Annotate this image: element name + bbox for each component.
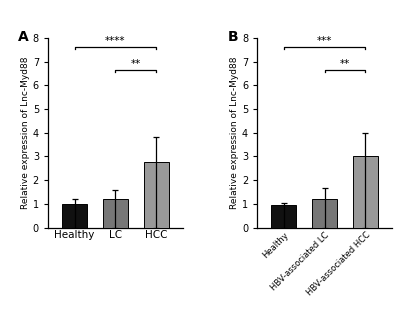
Y-axis label: Relative expression of Lnc-Myd88: Relative expression of Lnc-Myd88 [230, 57, 239, 209]
Bar [103, 199, 128, 228]
Bar [312, 199, 337, 228]
Bar [272, 205, 296, 228]
Text: B: B [228, 30, 238, 44]
Bar [144, 162, 168, 228]
Text: **: ** [131, 59, 141, 70]
Bar [353, 156, 378, 228]
Text: ***: *** [317, 36, 332, 46]
Bar [62, 204, 87, 228]
Text: **: ** [340, 59, 350, 70]
Text: ****: **** [105, 36, 126, 46]
Y-axis label: Relative expression of Lnc-Myd88: Relative expression of Lnc-Myd88 [21, 57, 30, 209]
Text: A: A [18, 30, 29, 44]
